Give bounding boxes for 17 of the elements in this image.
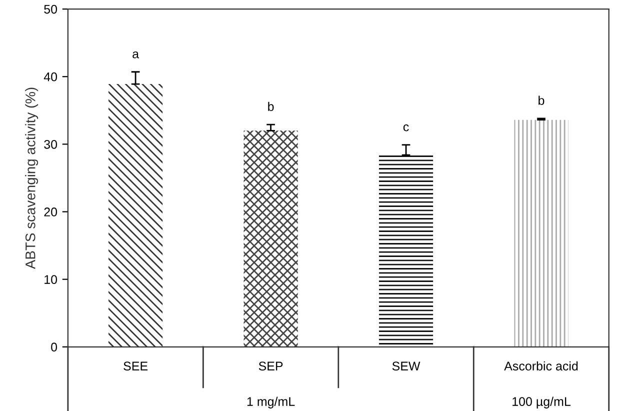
annotation: b <box>538 96 544 105</box>
text: 1 mg/mL <box>247 396 295 408</box>
x-tick-label: SEE <box>124 362 148 371</box>
annotation: c <box>403 124 409 132</box>
y-tick-label: 30 <box>44 140 58 149</box>
y-tick-label: 50 <box>44 4 58 14</box>
annotation: a <box>132 51 140 58</box>
y-tick-label: 0 <box>51 342 58 352</box>
y-axis-title: ABTS scavenging activity (%) <box>25 88 38 270</box>
x-tick-label: SEW <box>392 362 420 371</box>
y-tick-label: 40 <box>44 72 58 82</box>
x-tick-label: Ascorbic acid <box>504 361 578 371</box>
annotation: b <box>268 102 274 111</box>
y-tick-label: 10 <box>44 275 58 284</box>
y-tick-label: 20 <box>44 208 58 216</box>
x-tick-label: SEP <box>258 362 283 371</box>
text: 100 µg/mL <box>512 396 570 408</box>
